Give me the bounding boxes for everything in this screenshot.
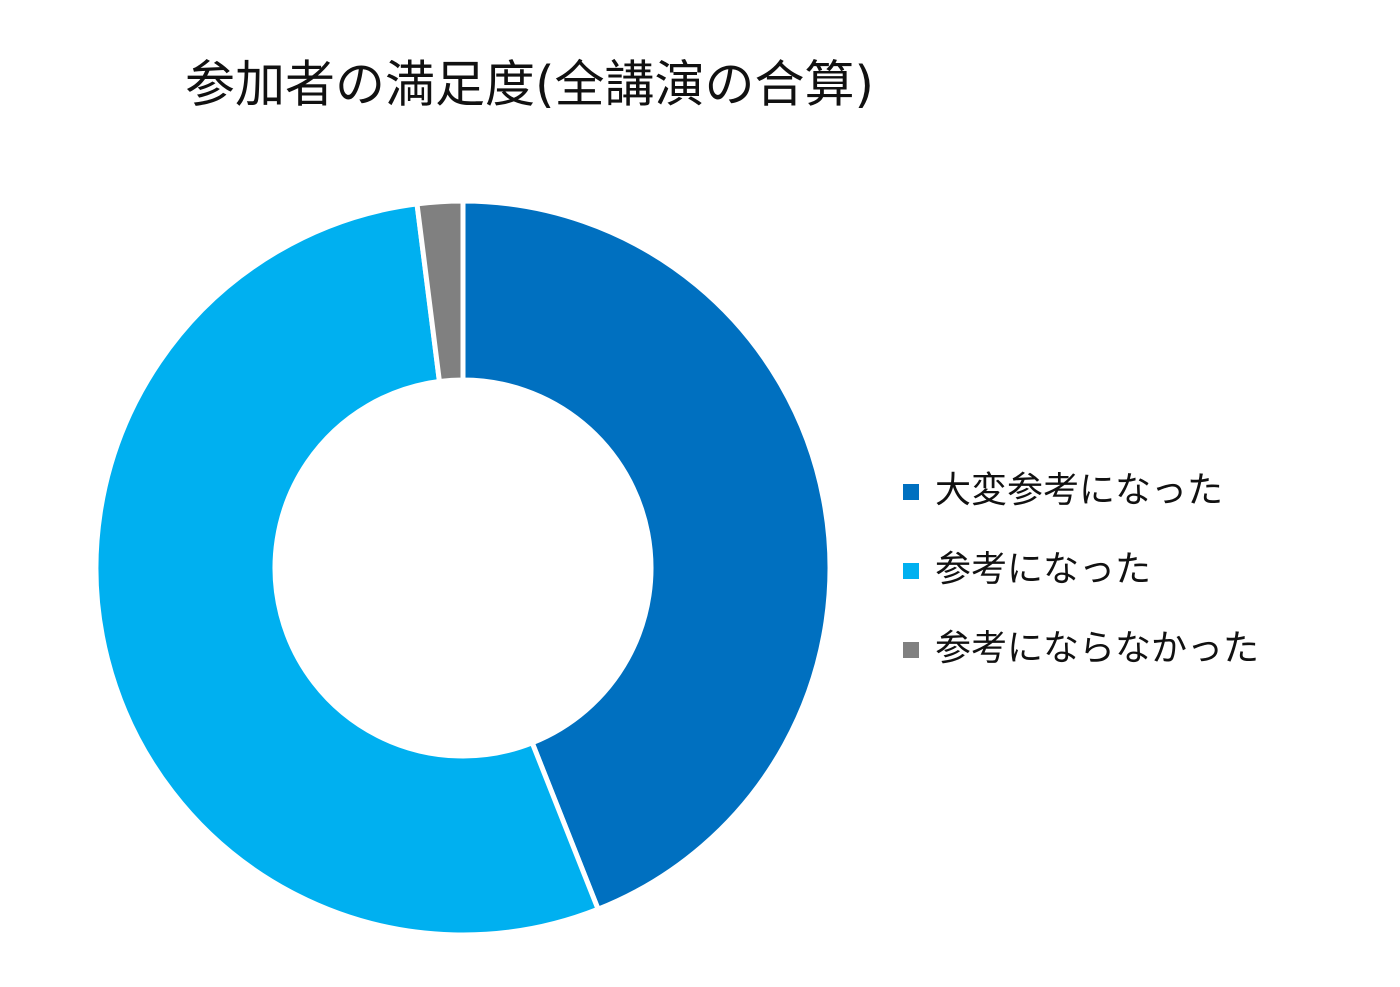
legend-label: 参考になった [935,549,1151,590]
legend-swatch [903,484,919,500]
chart-title: 参加者の満足度(全講演の合算) [185,56,874,114]
legend-swatch [903,642,919,658]
donut-slice [414,198,466,385]
legend-swatch [903,563,919,579]
donut-slice [460,198,833,913]
legend-label: 大変参考になった [935,470,1223,511]
donut-slice [93,201,602,938]
legend-label: 参考にならなかった [935,628,1259,669]
